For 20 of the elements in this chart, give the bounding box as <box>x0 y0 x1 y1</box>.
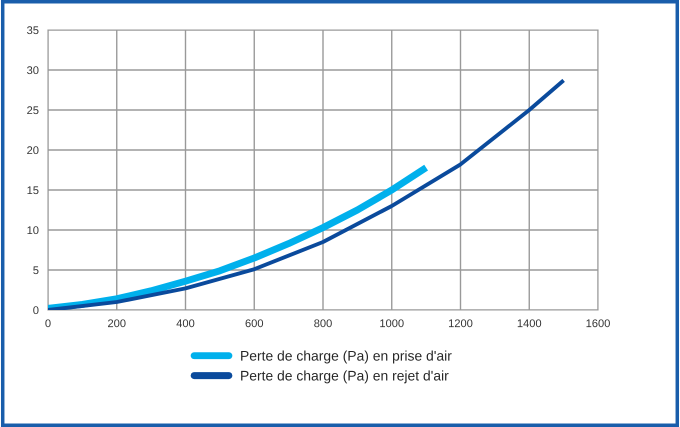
y-tick-label: 25 <box>27 106 39 114</box>
x-tick-label: 800 <box>314 319 332 328</box>
x-tick-label: 200 <box>108 319 126 328</box>
y-tick-label: 10 <box>27 226 39 234</box>
x-tick-label: 1200 <box>448 319 472 328</box>
y-tick-label: 5 <box>33 266 39 274</box>
y-tick-label: 35 <box>27 26 39 34</box>
x-tick-label: 400 <box>176 319 194 328</box>
x-tick-label: 1600 <box>586 319 610 328</box>
y-tick-label: 0 <box>33 306 39 314</box>
y-tick-label: 30 <box>27 66 39 74</box>
x-tick-label: 1000 <box>380 319 404 328</box>
y-tick-label: 20 <box>27 146 39 154</box>
x-tick-label: 0 <box>45 319 51 328</box>
x-tick-label: 1400 <box>518 319 542 328</box>
y-tick-label: 15 <box>27 186 39 194</box>
line-series <box>48 78 566 310</box>
legend-label: Perte de charge (Pa) en prise d'air <box>241 350 452 364</box>
legend-label: Perte de charge (Pa) en rejet d'air <box>241 370 449 384</box>
x-tick-label: 600 <box>246 319 264 328</box>
